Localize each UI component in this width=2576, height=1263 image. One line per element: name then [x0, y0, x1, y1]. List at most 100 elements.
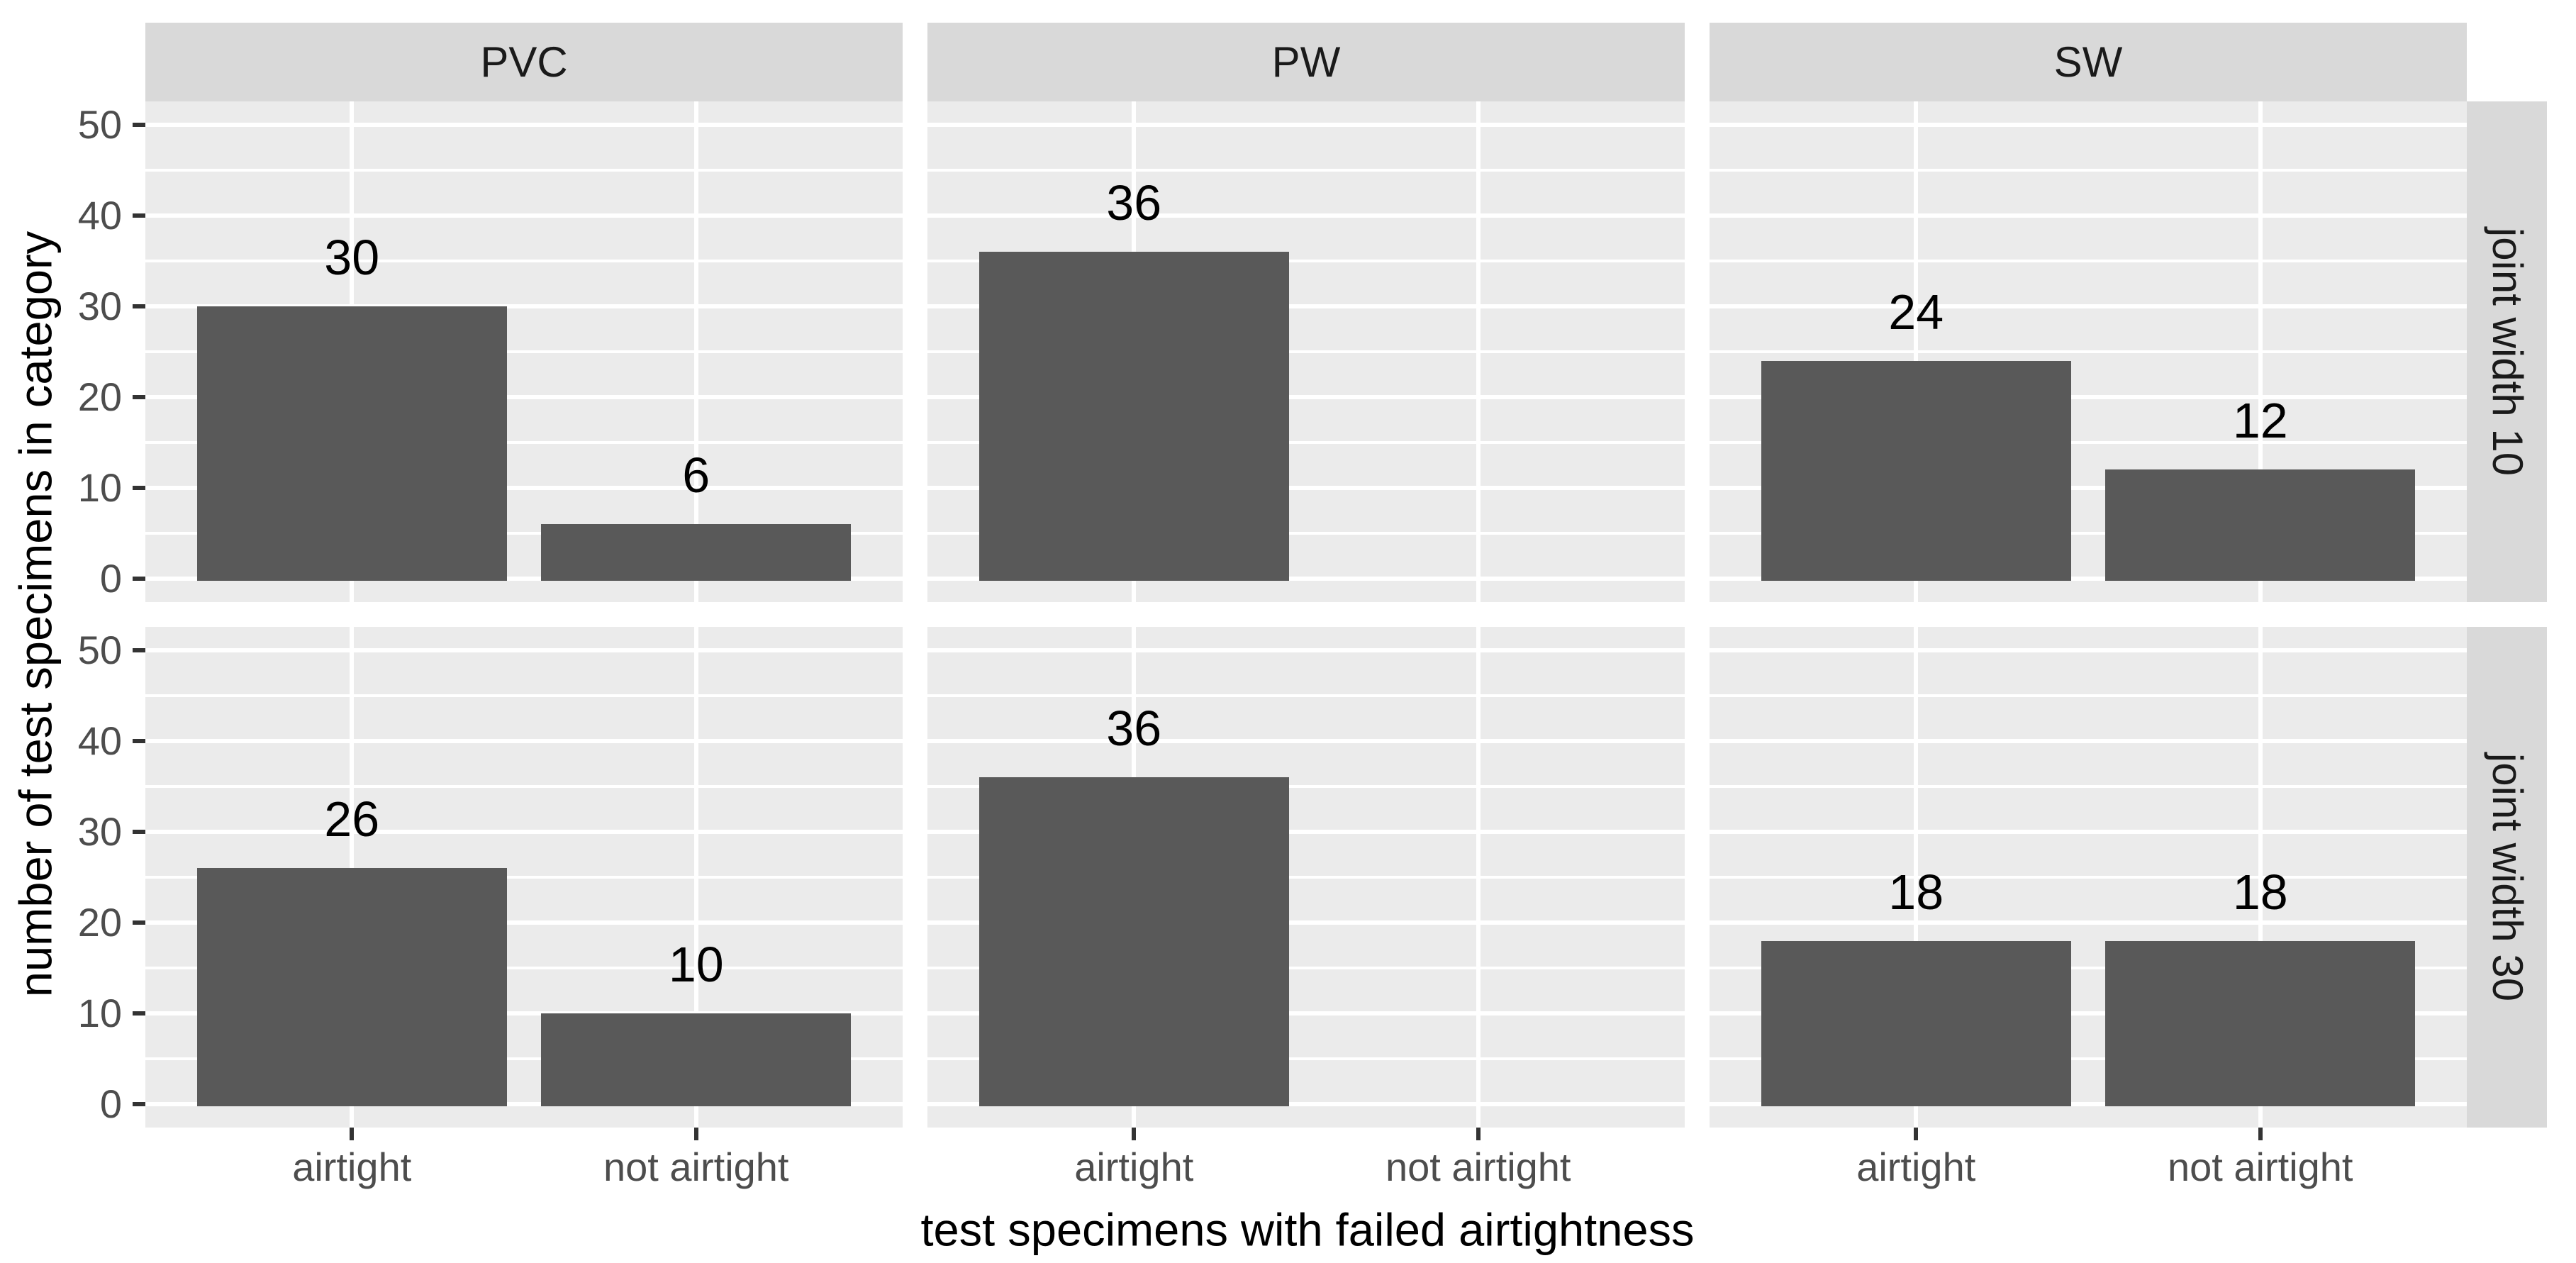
gridline-minor [145, 260, 903, 263]
bar-value-label: 36 [1106, 701, 1162, 757]
gridline-x-major [1914, 101, 1919, 602]
gridline-major [145, 485, 903, 490]
gridline-major [145, 123, 903, 128]
bar-value-label: 36 [1106, 175, 1162, 231]
gridline-minor [927, 785, 1685, 789]
bar-value-label: 18 [2232, 864, 2288, 920]
x-tick-mark [1476, 1128, 1481, 1140]
gridline-minor [927, 169, 1685, 172]
gridline-minor [145, 531, 903, 535]
gridline-major [1710, 485, 2467, 490]
x-tick-mark [693, 1128, 698, 1140]
gridline-major [927, 123, 1685, 128]
x-tick-label: airtight [1074, 1145, 1194, 1189]
gridline-minor [1710, 1057, 2467, 1060]
facet-col-strip: SW [1710, 23, 2467, 101]
gridline-minor [145, 876, 903, 879]
gridline-major [927, 1011, 1685, 1016]
gridline-x-major [2258, 627, 2263, 1128]
panel: 36 [927, 627, 1685, 1128]
gridline-minor [927, 350, 1685, 353]
y-tick-mark [133, 485, 145, 490]
y-tick-mark [133, 648, 145, 653]
gridline-minor [927, 440, 1685, 444]
gridline-minor [1710, 966, 2467, 969]
gridline-major [927, 485, 1685, 490]
y-tick-label: 10 [77, 990, 122, 1035]
gridline-minor [1710, 785, 2467, 789]
y-tick-mark [133, 739, 145, 744]
y-tick-mark [133, 1011, 145, 1016]
bar-value-label: 12 [2232, 393, 2288, 449]
facet-row-strip-label: joint width 10 [2483, 227, 2531, 477]
gridline-minor [1710, 350, 2467, 353]
bar-value-label: 30 [324, 230, 380, 286]
bar-value-label: 24 [1888, 284, 1944, 340]
facet-col-strip-label: PVC [480, 38, 568, 86]
bar-value-label: 26 [324, 791, 380, 847]
gridline-major [1710, 1011, 2467, 1016]
gridline-minor [1710, 169, 2467, 172]
gridline-major [927, 304, 1685, 309]
gridline-minor [1710, 260, 2467, 263]
facet-row-strip: joint width 30 [2467, 627, 2547, 1128]
y-tick-mark [133, 920, 145, 925]
bar [1761, 940, 2071, 1106]
gridline-major [145, 576, 903, 581]
gridline-minor [927, 694, 1685, 698]
gridline-x-major [693, 627, 698, 1128]
y-tick-label: 50 [77, 102, 122, 148]
gridline-major [927, 920, 1685, 925]
y-tick-mark [133, 1101, 145, 1106]
x-tick-label: not airtight [1385, 1145, 1571, 1189]
gridline-minor [1710, 531, 2467, 535]
y-tick-mark [133, 394, 145, 399]
gridline-minor [1710, 876, 2467, 879]
y-tick-label: 40 [77, 193, 122, 238]
bar [2105, 469, 2416, 581]
gridline-minor [145, 785, 903, 789]
y-tick-label: 10 [77, 464, 122, 510]
bar [978, 252, 1289, 581]
bar-value-label: 18 [1888, 864, 1944, 920]
gridline-x-major [693, 101, 698, 602]
gridline-major [145, 739, 903, 744]
gridline-major [927, 394, 1685, 399]
y-tick-label: 0 [99, 1081, 122, 1126]
y-tick-mark [133, 576, 145, 581]
gridline-major [145, 1101, 903, 1106]
gridline-x-major [1476, 101, 1481, 602]
gridline-minor [1710, 694, 2467, 698]
bar [978, 777, 1289, 1106]
gridline-major [1710, 1101, 2467, 1106]
y-tick-mark [133, 123, 145, 128]
gridline-major [145, 394, 903, 399]
gridline-major [927, 576, 1685, 581]
gridline-minor [927, 260, 1685, 263]
facet-row-strip: joint width 10 [2467, 101, 2547, 602]
x-tick-mark [2258, 1128, 2263, 1140]
gridline-major [1710, 304, 2467, 309]
facet-col-strip-label: SW [2053, 38, 2123, 86]
bar-value-label: 10 [668, 936, 724, 992]
y-tick-label: 20 [77, 899, 122, 945]
gridline-major [927, 648, 1685, 653]
gridline-minor [145, 350, 903, 353]
gridline-major [927, 739, 1685, 744]
panel: 36 [927, 101, 1685, 602]
panel: 30 6 [145, 101, 903, 602]
gridline-minor [145, 1057, 903, 1060]
y-axis-title: number of test specimens in category [9, 230, 62, 998]
gridline-minor [145, 966, 903, 969]
gridline-major [145, 1011, 903, 1016]
facet-row-strip-label: joint width 30 [2483, 752, 2531, 1002]
bar [541, 524, 852, 581]
gridline-major [927, 830, 1685, 835]
facet-col-strip-label: PW [1271, 38, 1341, 86]
gridline-major [927, 213, 1685, 218]
gridline-major [1710, 213, 2467, 218]
x-tick-label: airtight [292, 1145, 412, 1189]
gridline-minor [927, 1057, 1685, 1060]
x-tick-mark [350, 1128, 355, 1140]
gridline-major [1710, 394, 2467, 399]
